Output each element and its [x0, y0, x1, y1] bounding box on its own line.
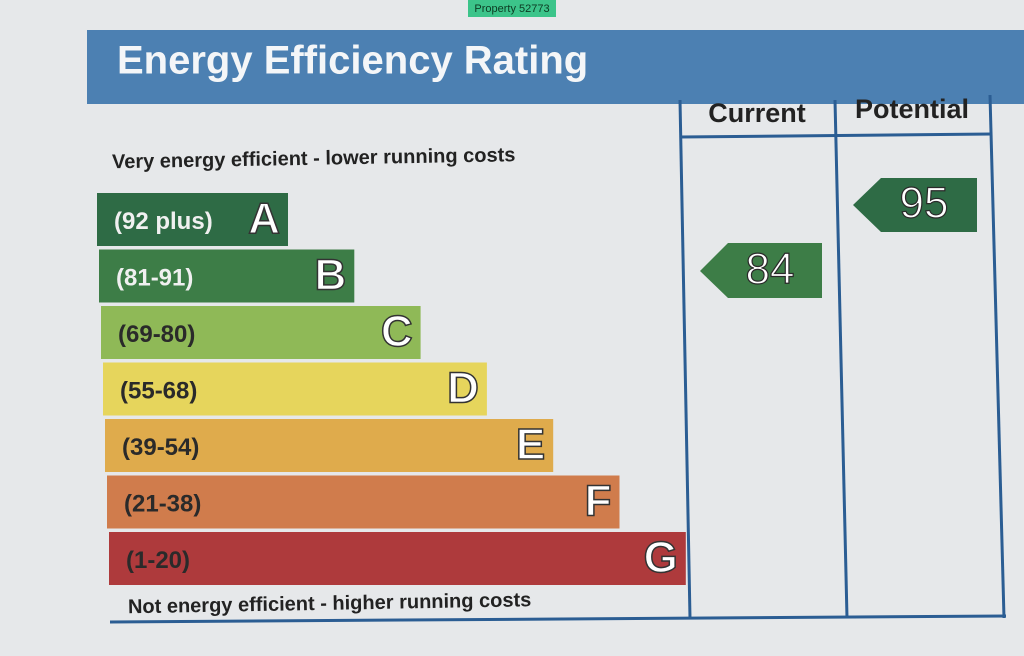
- title-bar: [87, 30, 1024, 104]
- band-range: (81-91): [116, 264, 193, 291]
- potential-rating: 95: [900, 179, 949, 228]
- badge: Property 52773: [474, 3, 549, 15]
- band-letter: C: [381, 307, 413, 356]
- band: [103, 362, 487, 416]
- band-range: (69-80): [118, 321, 195, 348]
- band: [105, 419, 554, 472]
- band-range: (1-20): [126, 547, 190, 574]
- column-header: Current: [708, 98, 806, 128]
- band: [109, 532, 686, 585]
- band-letter: A: [248, 194, 280, 243]
- band-letter: F: [585, 477, 612, 526]
- band-letter: E: [516, 420, 545, 469]
- current-arrow: [700, 243, 822, 298]
- band: [107, 475, 620, 529]
- bands: (92 plus) A (81-91) B (69-80) C (55-68) D (39-54…: [97, 193, 686, 585]
- column-header: Potential: [855, 94, 969, 124]
- current-rating: 84: [746, 245, 795, 294]
- band-range: (39-54): [122, 434, 199, 461]
- band-letter: B: [315, 251, 347, 300]
- title: Energy Efficiency Rating: [117, 39, 588, 83]
- band: [99, 249, 355, 303]
- table-lines: [109, 94, 1007, 624]
- band-range: (55-68): [120, 377, 197, 404]
- badge-bg: [468, 0, 556, 17]
- band-range: (21-38): [124, 490, 201, 517]
- band-letter: D: [447, 364, 479, 413]
- band: [101, 306, 421, 359]
- potential-arrow: [853, 178, 977, 232]
- band-letter: G: [644, 533, 678, 582]
- band-range: (92 plus): [114, 208, 213, 235]
- band: [97, 193, 288, 246]
